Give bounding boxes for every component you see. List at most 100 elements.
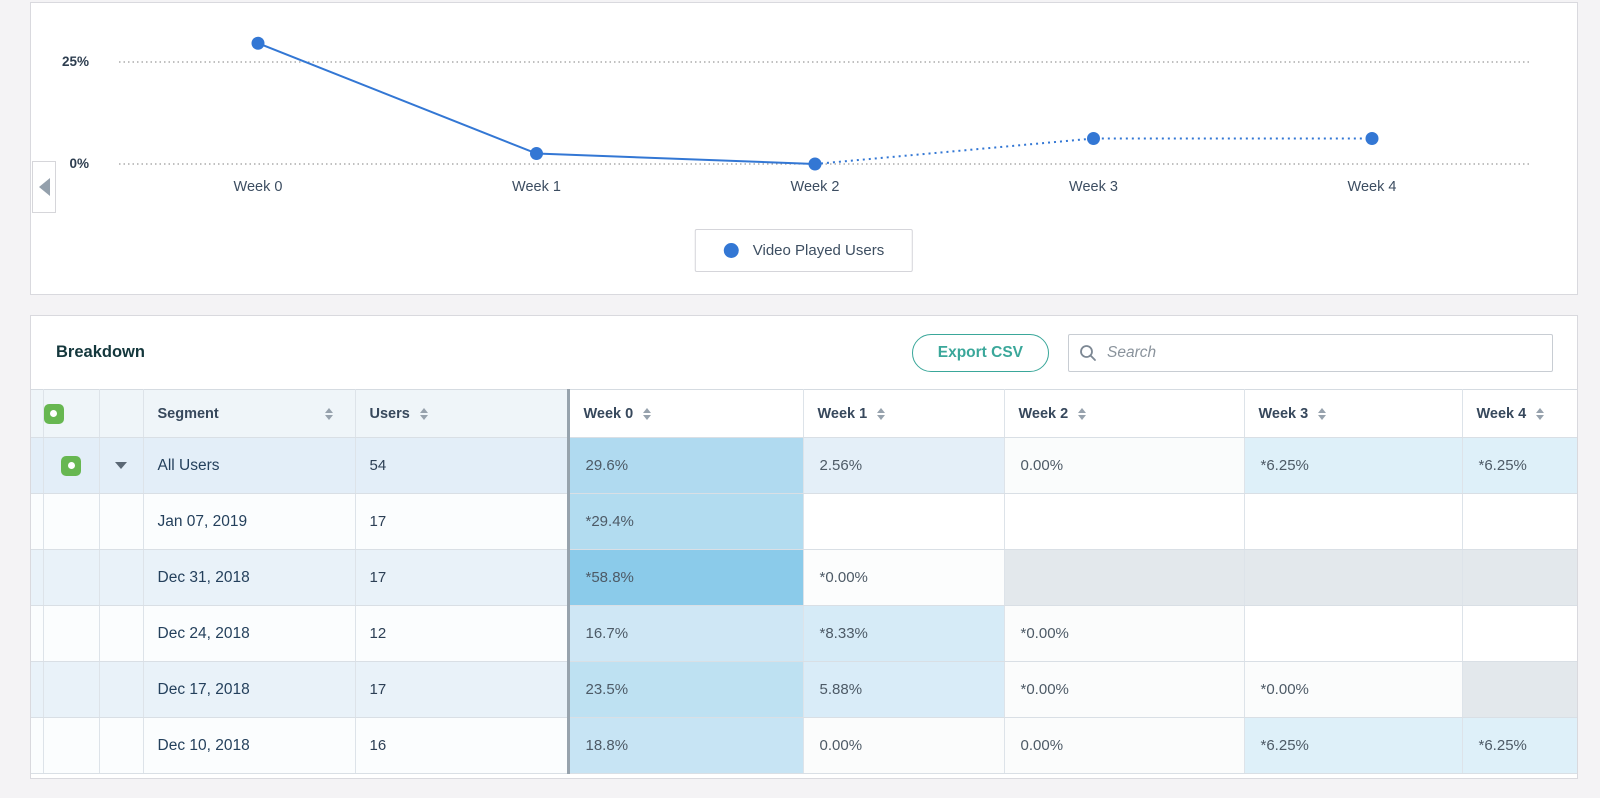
- week-value-cell[interactable]: [1462, 661, 1577, 718]
- week-value-cell[interactable]: *0.00%: [1244, 661, 1463, 718]
- breakdown-table: Segment Users Week 0 Week 1 Week 2 Week 3 Week…: [31, 389, 1577, 774]
- column-header-week-3[interactable]: Week 3: [1244, 389, 1463, 438]
- x-axis-tick-label: Week 3: [1069, 179, 1118, 195]
- column-header-label: Segment: [157, 405, 219, 422]
- row-select-cell: [43, 493, 100, 550]
- row-select-cell: [43, 437, 100, 494]
- column-header-label: Users: [369, 405, 410, 422]
- week-value-cell[interactable]: 0.00%: [1004, 437, 1245, 494]
- week-value-cell[interactable]: 29.6%: [566, 437, 804, 494]
- table-row: Jan 07, 2019 17 *29.4%: [31, 493, 1577, 550]
- week-value-cell[interactable]: 0.00%: [1004, 717, 1245, 774]
- data-point: [530, 147, 543, 161]
- week-value-cell[interactable]: 23.5%: [566, 661, 804, 718]
- sort-icon[interactable]: [877, 407, 886, 420]
- row-gutter-cell: [31, 437, 44, 494]
- week-value-cell[interactable]: [1004, 549, 1245, 606]
- sort-icon[interactable]: [1318, 407, 1327, 420]
- breakdown-header: Breakdown Export CSV: [31, 316, 1577, 389]
- week-value-cell[interactable]: *0.00%: [1004, 605, 1245, 662]
- sort-icon[interactable]: [1536, 407, 1545, 420]
- row-gutter-cell: [31, 493, 44, 550]
- column-header-label: Week 3: [1258, 405, 1309, 422]
- week-value-cell[interactable]: *6.25%: [1462, 717, 1577, 774]
- series-line-solid: [257, 42, 816, 165]
- legend-series-label: Video Played Users: [752, 242, 885, 259]
- segment-cell: Dec 31, 2018: [143, 549, 356, 606]
- expand-caret-icon[interactable]: [115, 461, 127, 469]
- row-selected-icon[interactable]: [61, 455, 81, 476]
- chart-legend[interactable]: Video Played Users: [694, 229, 914, 272]
- users-cell: 17: [355, 661, 569, 718]
- week-value-cell[interactable]: [1004, 493, 1245, 550]
- x-axis-tick-label: Week 0: [233, 179, 283, 195]
- week-value-cell[interactable]: [1462, 605, 1577, 662]
- week-value-cell[interactable]: [803, 493, 1005, 550]
- week-value-cell[interactable]: 2.56%: [803, 437, 1005, 494]
- row-expand-cell: [99, 549, 144, 606]
- y-axis-tick-label: 25%: [61, 54, 89, 69]
- week-value-cell[interactable]: 0.00%: [803, 717, 1005, 774]
- row-expand-cell: [99, 717, 144, 774]
- week-value-cell[interactable]: [1462, 549, 1577, 606]
- column-header-week-0[interactable]: Week 0: [566, 389, 804, 438]
- week-value-cell[interactable]: [1244, 549, 1463, 606]
- row-gutter-cell: [31, 717, 44, 774]
- column-header-week-4[interactable]: Week 4: [1462, 389, 1577, 438]
- header-select-all-cell: [43, 389, 100, 438]
- week-value-cell[interactable]: *6.25%: [1244, 437, 1463, 494]
- column-header-week-1[interactable]: Week 1: [803, 389, 1005, 438]
- week-value-cell[interactable]: [1244, 605, 1463, 662]
- segment-cell: Dec 17, 2018: [143, 661, 356, 718]
- row-gutter-cell: [31, 605, 44, 662]
- search-input[interactable]: [1105, 342, 1542, 363]
- column-header-week-2[interactable]: Week 2: [1004, 389, 1245, 438]
- column-header-users[interactable]: Users: [355, 389, 569, 438]
- data-point: [808, 157, 822, 171]
- week-value-cell[interactable]: *29.4%: [566, 493, 804, 550]
- sort-icon[interactable]: [1078, 407, 1087, 420]
- week-value-cell[interactable]: 5.88%: [803, 661, 1005, 718]
- row-expand-cell: [99, 493, 144, 550]
- week-value-cell[interactable]: 16.7%: [566, 605, 804, 662]
- users-cell: 17: [355, 549, 569, 606]
- data-point: [1087, 132, 1100, 145]
- search-icon: [1080, 344, 1096, 361]
- row-select-cell: [43, 605, 100, 662]
- legend-series-dot-icon: [723, 243, 739, 258]
- users-cell: 12: [355, 605, 569, 662]
- week-value-cell[interactable]: *8.33%: [803, 605, 1005, 662]
- column-header-label: Week 2: [1018, 405, 1069, 422]
- table-row: Dec 31, 2018 17 *58.8% *0.00%: [31, 549, 1577, 606]
- scroll-left-button[interactable]: [32, 161, 56, 213]
- sort-icon[interactable]: [324, 407, 333, 420]
- week-value-cell[interactable]: [1462, 493, 1577, 550]
- column-header-segment[interactable]: Segment: [143, 389, 356, 438]
- users-cell: 54: [355, 437, 569, 494]
- row-expand-cell: [99, 605, 144, 662]
- search-box[interactable]: [1068, 333, 1553, 372]
- export-csv-button[interactable]: Export CSV: [911, 333, 1049, 372]
- header-expand-cell: [99, 389, 144, 438]
- week-value-cell[interactable]: *0.00%: [1004, 661, 1245, 718]
- table-row: All Users 54 29.6% 2.56% 0.00% *6.25% *6.25%: [31, 437, 1577, 494]
- week-value-cell[interactable]: *6.25%: [1244, 717, 1463, 774]
- week-value-cell[interactable]: *6.25%: [1462, 437, 1577, 494]
- row-gutter-cell: [31, 549, 44, 606]
- select-all-icon[interactable]: [43, 403, 64, 424]
- week-value-cell[interactable]: *0.00%: [803, 549, 1005, 606]
- row-expand-cell: [99, 661, 144, 718]
- y-axis-tick-label: 0%: [69, 156, 89, 171]
- segment-cell: Dec 10, 2018: [143, 717, 356, 774]
- row-select-cell: [43, 661, 100, 718]
- week-value-cell[interactable]: 18.8%: [566, 717, 804, 774]
- week-value-cell[interactable]: *58.8%: [566, 549, 804, 606]
- table-row: Dec 24, 2018 12 16.7% *8.33% *0.00%: [31, 605, 1577, 662]
- table-row: Dec 17, 2018 17 23.5% 5.88% *0.00% *0.00%: [31, 661, 1577, 718]
- week-value-cell[interactable]: [1244, 493, 1463, 550]
- sort-icon[interactable]: [643, 407, 652, 420]
- users-cell: 16: [355, 717, 569, 774]
- x-axis-tick-label: Week 1: [512, 179, 561, 195]
- sort-icon[interactable]: [419, 407, 428, 420]
- column-header-label: Week 1: [817, 405, 868, 422]
